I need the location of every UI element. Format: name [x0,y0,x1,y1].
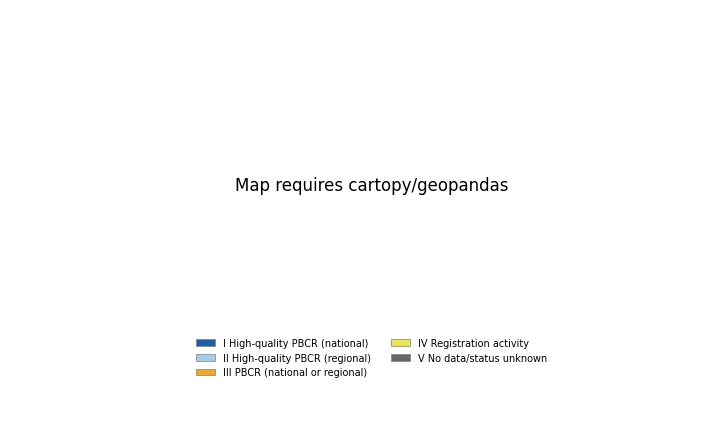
Legend: I High-quality PBCR (national), II High-quality PBCR (regional), III PBCR (natio: I High-quality PBCR (national), II High-… [192,334,551,381]
Text: Map requires cartopy/geopandas: Map requires cartopy/geopandas [235,177,508,195]
